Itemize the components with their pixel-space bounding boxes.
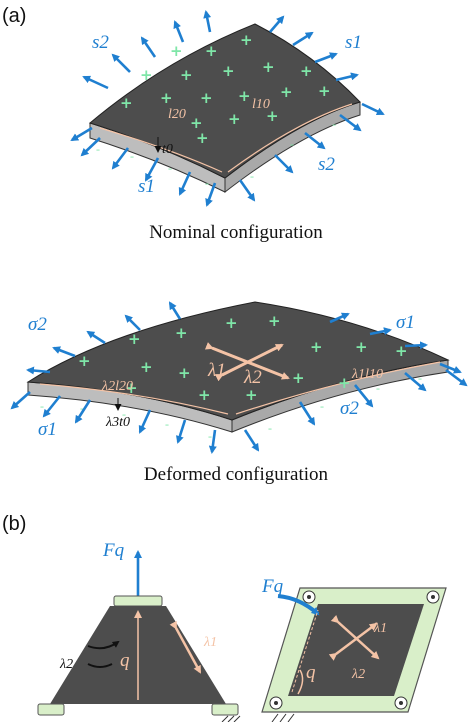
- svg-text:+: +: [355, 338, 368, 356]
- svg-text:+: +: [140, 358, 153, 376]
- cone-q-label: q: [120, 650, 130, 671]
- svg-text:-: -: [268, 421, 272, 435]
- svg-text:+: +: [292, 369, 305, 387]
- label-sigma2-left: σ2: [28, 314, 47, 335]
- label-l3t0: λ3t0: [105, 415, 130, 430]
- deformed-minus-signs: - - - - - - - - -: [40, 371, 422, 443]
- frame-lambda1-label: λ1: [373, 621, 387, 636]
- label-l2l20: λ2l20: [101, 379, 133, 394]
- cone-bottom-plate-right: [211, 703, 239, 716]
- svg-text:+: +: [395, 342, 408, 360]
- svg-text:+: +: [310, 338, 323, 356]
- cone-lambda1-label: λ1: [203, 635, 217, 650]
- cone-specimen: Fq q λ1 λ2: [37, 540, 241, 722]
- frame-lambda2-label: λ2: [351, 667, 365, 682]
- svg-text:+: +: [240, 31, 253, 49]
- label-sigma2-bottom: σ2: [340, 398, 359, 419]
- svg-text:+: +: [225, 314, 238, 332]
- svg-text:-: -: [332, 117, 336, 131]
- frame-q-label: q: [306, 662, 316, 683]
- svg-text:+: +: [120, 94, 133, 112]
- svg-text:+: +: [78, 352, 91, 370]
- svg-text:+: +: [238, 87, 251, 105]
- svg-text:+: +: [178, 364, 191, 382]
- svg-text:-: -: [80, 401, 84, 415]
- cone-bottom-plate-left: [37, 703, 65, 716]
- svg-text:+: +: [280, 83, 293, 101]
- svg-text:+: +: [180, 66, 193, 84]
- label-s1-bottom: s1: [138, 176, 155, 197]
- label-l1l10: λ1l10: [351, 367, 383, 382]
- label-sigma1-right: σ1: [396, 312, 415, 333]
- svg-text:+: +: [198, 386, 211, 404]
- frame-specimen: Fq λ1 λ2 q: [261, 576, 447, 722]
- label-s1-right: s1: [345, 32, 362, 53]
- svg-text:-: -: [208, 429, 212, 443]
- deformed-sheet: + ++ + + ++ + + ++++ + + - - --- ---- λ1 λ2 λ2l2…: [26, 301, 450, 443]
- label-lambda1-a: λ1: [207, 360, 226, 381]
- nominal-plus-signs: + ++ + + + + + + + + + + + + + + +: [120, 31, 331, 147]
- deformed-caption: Deformed configuration: [144, 464, 329, 485]
- svg-text:+: +: [318, 82, 331, 100]
- svg-text:-: -: [165, 417, 169, 431]
- svg-text:-: -: [96, 142, 100, 156]
- svg-text:+: +: [338, 374, 351, 392]
- svg-text:-: -: [418, 371, 422, 385]
- svg-text:+: +: [205, 42, 218, 60]
- svg-text:+: +: [268, 312, 281, 330]
- svg-text:+: +: [266, 107, 279, 125]
- svg-text:+: +: [200, 89, 213, 107]
- frame-force-label: Fq: [261, 576, 284, 597]
- panel-a-label: (a): [2, 5, 26, 27]
- svg-text:+: +: [196, 129, 209, 147]
- svg-text:-: -: [168, 161, 172, 175]
- nominal-caption: Nominal configuration: [149, 222, 323, 243]
- panel-b-label: (b): [2, 513, 26, 535]
- svg-text:-: -: [40, 399, 44, 413]
- cone-top-plate: [113, 595, 163, 607]
- label-l10: l10: [252, 97, 270, 112]
- deformed-top-surface: [26, 301, 450, 421]
- label-t0: t0: [162, 142, 173, 157]
- svg-text:-: -: [250, 169, 254, 183]
- svg-text:-: -: [205, 176, 209, 190]
- svg-text:+: +: [190, 114, 203, 132]
- svg-text:+: +: [175, 324, 188, 342]
- svg-text:-: -: [122, 407, 126, 421]
- svg-text:-: -: [376, 381, 380, 395]
- svg-text:+: +: [245, 386, 258, 404]
- cone-lambda2-label: λ2: [59, 657, 73, 672]
- svg-text:+: +: [300, 62, 313, 80]
- nominal-minus-signs: - - - - - - -: [96, 117, 336, 190]
- svg-text:-: -: [130, 149, 134, 163]
- label-lambda2-a: λ2: [243, 367, 262, 388]
- deformed-plus-signs: + ++ + + ++ + + ++++ + +: [78, 312, 408, 404]
- nominal-sheet: + ++ + + + + + + + + + + + + + + + - --- --- t0 l20 l…: [88, 23, 361, 194]
- svg-text:+: +: [262, 58, 275, 76]
- svg-text:+: +: [222, 62, 235, 80]
- deformed-traction-arrows: [10, 301, 468, 454]
- svg-text:+: +: [228, 110, 241, 128]
- cone-force-label: Fq: [102, 540, 125, 561]
- label-sigma1-bottom: σ1: [38, 419, 57, 440]
- svg-text:-: -: [290, 137, 294, 151]
- svg-text:+: +: [170, 42, 183, 60]
- svg-text:+: +: [140, 66, 153, 84]
- svg-text:+: +: [128, 330, 141, 348]
- nominal-traction-arrows: [70, 10, 385, 207]
- label-s2-left: s2: [92, 32, 109, 53]
- svg-text:+: +: [125, 379, 138, 397]
- label-l20: l20: [168, 107, 186, 122]
- svg-text:+: +: [160, 89, 173, 107]
- svg-text:-: -: [320, 399, 324, 413]
- label-s2-bottom: s2: [318, 154, 335, 175]
